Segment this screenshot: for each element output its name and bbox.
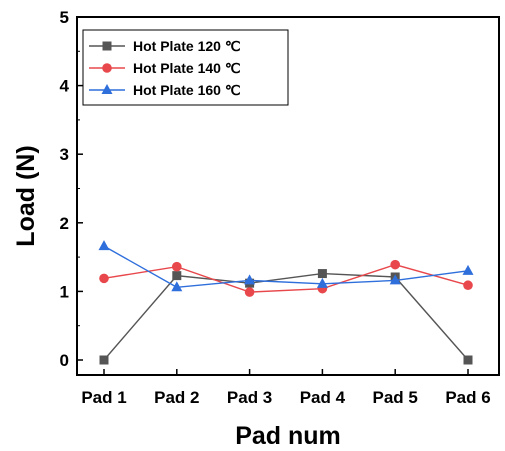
data-point: [463, 355, 473, 365]
x-tick-label: Pad 1: [81, 388, 126, 407]
data-point: [317, 269, 327, 279]
data-point: [463, 280, 473, 291]
x-tick-label: Pad 6: [445, 388, 490, 407]
legend-label: Hot Plate 140 ℃: [133, 60, 241, 76]
legend-marker: [102, 41, 112, 51]
x-axis: Pad 1 Pad 2 Pad 3 Pad 4 Pad 5 Pad 6: [81, 369, 491, 407]
legend: Hot Plate 120 ℃ Hot Plate 140 ℃ Hot Plate …: [82, 29, 289, 106]
legend-label: Hot Plate 160 ℃: [133, 82, 241, 98]
series-layer: [98, 240, 474, 365]
data-point: [390, 259, 401, 270]
y-tick-label: 4: [60, 77, 70, 96]
y-tick-label: 2: [60, 214, 69, 233]
series-line: [103, 263, 469, 293]
data-point: [171, 281, 183, 292]
series-3: [98, 240, 474, 292]
data-point: [98, 240, 110, 251]
data-point: [244, 274, 256, 285]
x-axis-title: Pad num: [235, 422, 341, 450]
x-tick-label: Pad 5: [373, 388, 418, 407]
y-tick-label: 5: [60, 8, 69, 27]
series-line: [103, 272, 469, 361]
legend-marker: [102, 63, 112, 73]
data-point: [462, 264, 474, 275]
y-axis: 0 1 2 3 4 5: [60, 8, 83, 370]
y-tick-label: 1: [60, 282, 69, 301]
x-tick-label: Pad 4: [300, 388, 346, 407]
data-point: [389, 274, 401, 285]
legend-marker: [101, 84, 113, 94]
data-point: [244, 287, 255, 297]
x-tick-label: Pad 3: [227, 388, 272, 407]
series-line: [103, 245, 469, 289]
y-tick-label: 0: [60, 351, 69, 370]
legend-label: Hot Plate 120 ℃: [133, 38, 241, 54]
data-point: [172, 261, 182, 272]
series-2: [99, 259, 473, 297]
y-axis-title: Load (N): [12, 145, 40, 246]
data-point: [172, 271, 182, 281]
data-point: [99, 273, 109, 284]
data-point: [316, 277, 328, 288]
plot-frame: [76, 16, 500, 376]
series-1: [99, 269, 473, 365]
y-tick-label: 3: [60, 145, 69, 164]
data-point: [99, 355, 109, 365]
x-tick-label: Pad 2: [154, 388, 199, 407]
